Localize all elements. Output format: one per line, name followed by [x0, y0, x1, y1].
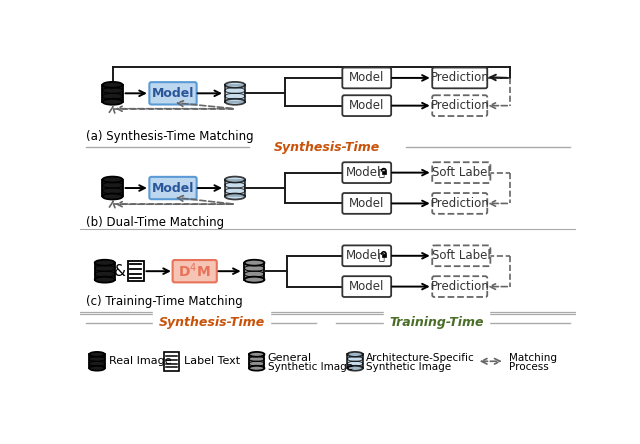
- FancyBboxPatch shape: [432, 246, 490, 266]
- Text: Training-Time: Training-Time: [389, 316, 484, 329]
- Ellipse shape: [348, 352, 363, 357]
- FancyBboxPatch shape: [342, 193, 391, 214]
- Bar: [381, 254, 386, 258]
- FancyBboxPatch shape: [342, 95, 391, 116]
- Ellipse shape: [348, 366, 363, 371]
- Text: Model: Model: [152, 182, 194, 194]
- Text: Prediction: Prediction: [430, 71, 489, 84]
- Text: Soft Label: Soft Label: [432, 166, 491, 179]
- Text: Model: Model: [346, 249, 381, 262]
- FancyBboxPatch shape: [173, 260, 217, 282]
- Bar: [225, 179, 245, 197]
- Text: Real Image: Real Image: [109, 356, 172, 366]
- Ellipse shape: [249, 366, 264, 371]
- Text: Matching: Matching: [509, 353, 557, 363]
- Bar: [95, 263, 115, 280]
- Bar: [164, 352, 179, 371]
- Text: Model: Model: [349, 197, 385, 210]
- FancyBboxPatch shape: [342, 162, 391, 183]
- Bar: [225, 85, 245, 102]
- Text: 🔒: 🔒: [378, 251, 385, 261]
- FancyBboxPatch shape: [149, 177, 196, 199]
- Ellipse shape: [102, 99, 123, 105]
- Text: Model: Model: [349, 71, 385, 84]
- Text: (b) Dual-Time Matching: (b) Dual-Time Matching: [86, 216, 225, 229]
- Ellipse shape: [225, 194, 245, 199]
- FancyBboxPatch shape: [432, 276, 487, 297]
- Ellipse shape: [95, 260, 115, 266]
- Text: Prediction: Prediction: [430, 280, 489, 293]
- Ellipse shape: [244, 277, 264, 283]
- Text: Model: Model: [346, 166, 381, 179]
- Bar: [128, 261, 143, 281]
- FancyBboxPatch shape: [149, 82, 196, 104]
- Text: (a) Synthesis-Time Matching: (a) Synthesis-Time Matching: [86, 130, 254, 143]
- FancyBboxPatch shape: [342, 246, 391, 266]
- Ellipse shape: [102, 177, 123, 182]
- Bar: [102, 85, 123, 102]
- Text: &: &: [115, 264, 126, 279]
- Text: Soft Label: Soft Label: [432, 249, 491, 262]
- Text: Synthesis-Time: Synthesis-Time: [159, 316, 265, 329]
- Ellipse shape: [95, 277, 115, 283]
- Bar: [249, 354, 264, 368]
- Ellipse shape: [225, 99, 245, 105]
- Text: Process: Process: [509, 362, 548, 373]
- Text: General: General: [268, 353, 312, 363]
- Text: Model: Model: [349, 99, 385, 112]
- Bar: [244, 263, 264, 280]
- Text: Architecture-Specific: Architecture-Specific: [366, 353, 475, 363]
- Ellipse shape: [225, 82, 245, 88]
- Text: Model: Model: [349, 280, 385, 293]
- FancyBboxPatch shape: [342, 67, 391, 88]
- FancyBboxPatch shape: [432, 95, 487, 116]
- Ellipse shape: [102, 194, 123, 199]
- Text: Label Text: Label Text: [184, 356, 240, 366]
- Ellipse shape: [225, 177, 245, 182]
- Bar: [348, 354, 363, 368]
- Ellipse shape: [244, 260, 264, 266]
- Ellipse shape: [90, 366, 105, 371]
- FancyBboxPatch shape: [342, 276, 391, 297]
- Text: Prediction: Prediction: [430, 99, 489, 112]
- FancyBboxPatch shape: [432, 67, 487, 88]
- Text: Synthesis-Time: Synthesis-Time: [274, 141, 380, 154]
- Text: Synthetic Image: Synthetic Image: [268, 362, 353, 373]
- Ellipse shape: [249, 352, 264, 357]
- Text: Model: Model: [152, 87, 194, 100]
- Text: Prediction: Prediction: [430, 197, 489, 210]
- Bar: [381, 171, 386, 174]
- Bar: [102, 179, 123, 197]
- Text: 🔒: 🔒: [378, 168, 385, 178]
- FancyBboxPatch shape: [432, 162, 490, 183]
- Bar: [90, 354, 105, 368]
- FancyBboxPatch shape: [432, 193, 487, 214]
- Ellipse shape: [90, 352, 105, 357]
- Text: $\mathbf{D}^4\mathbf{M}$: $\mathbf{D}^4\mathbf{M}$: [179, 262, 211, 281]
- Text: Synthetic Image: Synthetic Image: [366, 362, 451, 373]
- Text: (c) Training-Time Matching: (c) Training-Time Matching: [86, 295, 243, 308]
- Ellipse shape: [102, 82, 123, 88]
